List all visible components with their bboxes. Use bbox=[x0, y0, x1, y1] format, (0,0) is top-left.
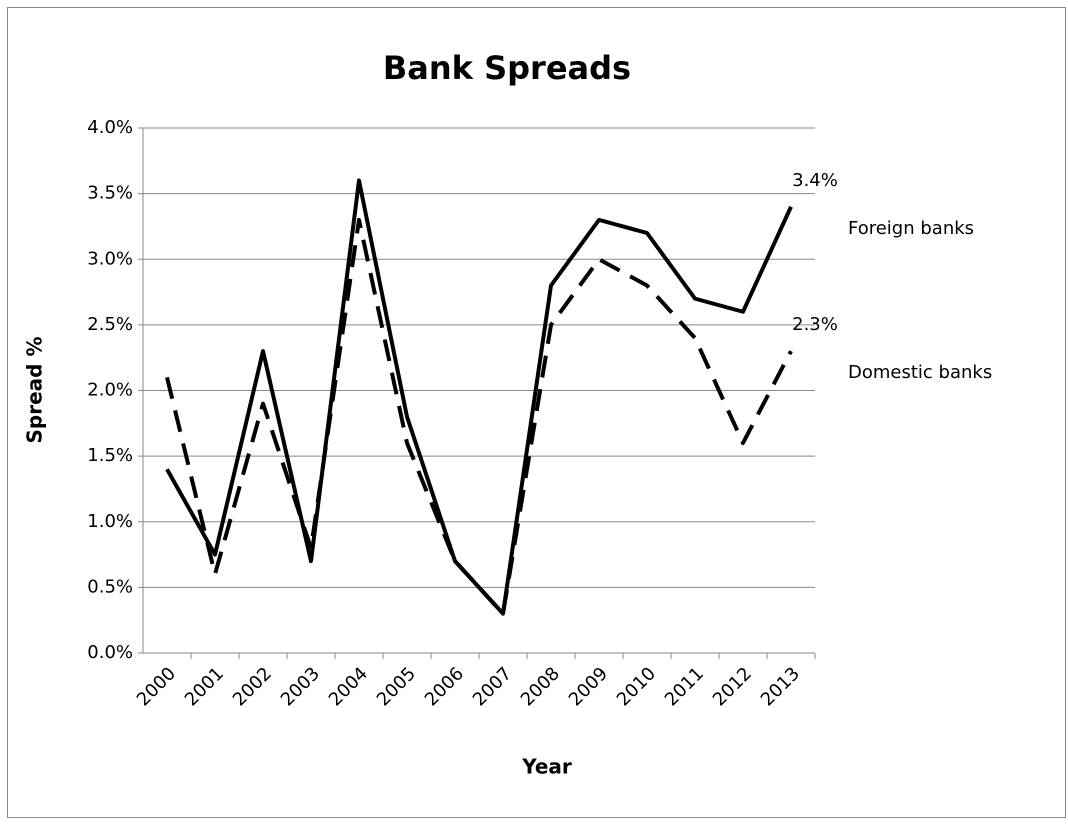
series-line bbox=[165, 178, 793, 616]
y-tick-label: 3.0% bbox=[87, 248, 133, 269]
chart-border bbox=[7, 7, 1066, 818]
y-axis-title: Spread % bbox=[23, 337, 47, 444]
legend-label: Domestic banks bbox=[848, 362, 992, 383]
legend-label: Foreign banks bbox=[848, 218, 974, 239]
y-tick-label: 2.0% bbox=[87, 380, 133, 401]
y-tick-label: 1.0% bbox=[87, 511, 133, 532]
y-tick-label: 3.5% bbox=[87, 183, 133, 204]
y-tick-label: 2.5% bbox=[87, 314, 133, 335]
x-axis-title: Year bbox=[521, 755, 572, 779]
chart-title: Bank Spreads bbox=[383, 49, 631, 87]
data-label: 2.3% bbox=[792, 314, 838, 335]
y-tick-label: 0.5% bbox=[87, 576, 133, 597]
y-tick-label: 0.0% bbox=[87, 642, 133, 663]
y-tick-label: 1.5% bbox=[87, 445, 133, 466]
series-line bbox=[165, 217, 793, 616]
data-label: 3.4% bbox=[792, 170, 838, 191]
y-tick-label: 4.0% bbox=[87, 117, 133, 138]
